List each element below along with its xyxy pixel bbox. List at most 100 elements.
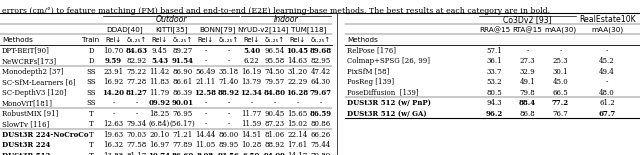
- Text: PoseDiffusion  [139]: PoseDiffusion [139]: [347, 89, 419, 97]
- Text: 25.3: 25.3: [553, 57, 568, 65]
- Text: KITTI[35]: KITTI[35]: [155, 26, 188, 33]
- Text: T: T: [88, 110, 93, 118]
- Text: -: -: [526, 47, 529, 55]
- Text: Rel↓: Rel↓: [289, 37, 305, 43]
- Text: δ₁.₂₅↑: δ₁.₂₅↑: [264, 37, 285, 43]
- Text: 30.1: 30.1: [553, 68, 568, 76]
- Text: 20.10: 20.10: [149, 131, 170, 139]
- Text: -: -: [204, 57, 207, 65]
- Text: 86.61: 86.61: [172, 78, 193, 86]
- Text: 36.1: 36.1: [486, 57, 502, 65]
- Text: T: T: [88, 141, 93, 149]
- Text: -: -: [227, 110, 230, 118]
- Text: D: D: [88, 47, 93, 55]
- Text: Rel↓: Rel↓: [152, 37, 168, 43]
- Text: 09.92: 09.92: [148, 99, 170, 107]
- Text: mAA(30): mAA(30): [591, 27, 623, 33]
- Text: 79.8: 79.8: [520, 89, 536, 97]
- Text: 14.63: 14.63: [287, 57, 308, 65]
- Text: Monodepth2 [37]: Monodepth2 [37]: [2, 68, 63, 76]
- Text: 79.34: 79.34: [127, 120, 147, 128]
- Text: 12.58: 12.58: [195, 89, 216, 97]
- Text: SS: SS: [86, 68, 96, 76]
- Text: 17.61: 17.61: [287, 141, 308, 149]
- Text: 89.95: 89.95: [218, 141, 239, 149]
- Text: 15.02: 15.02: [287, 120, 308, 128]
- Text: BONN[79]: BONN[79]: [199, 26, 235, 33]
- Text: 82.92: 82.92: [126, 57, 147, 65]
- Text: 86.39: 86.39: [172, 89, 193, 97]
- Text: -: -: [250, 99, 253, 107]
- Text: 89.68: 89.68: [309, 47, 332, 55]
- Text: -: -: [319, 99, 322, 107]
- Text: 79.67: 79.67: [309, 89, 332, 97]
- Text: 81.06: 81.06: [264, 131, 285, 139]
- Text: 70.03: 70.03: [127, 131, 147, 139]
- Text: Outdoor: Outdoor: [156, 15, 187, 24]
- Text: 45.0: 45.0: [552, 78, 568, 86]
- Text: Train: Train: [83, 37, 100, 43]
- Text: NYUD-v2[114]: NYUD-v2[114]: [237, 26, 289, 33]
- Text: 86.60: 86.60: [172, 152, 194, 155]
- Text: 94.09: 94.09: [264, 152, 285, 155]
- Text: DPT-BEiT[90]: DPT-BEiT[90]: [2, 47, 50, 55]
- Text: T: T: [88, 131, 93, 139]
- Text: -: -: [273, 99, 276, 107]
- Text: PixSfM [58]: PixSfM [58]: [347, 68, 389, 76]
- Text: 76.7: 76.7: [552, 110, 568, 118]
- Text: 15.65: 15.65: [287, 110, 308, 118]
- Text: 96.2: 96.2: [486, 110, 503, 118]
- Text: T: T: [88, 152, 93, 155]
- Text: 21.11: 21.11: [195, 78, 216, 86]
- Text: 64.30: 64.30: [310, 78, 331, 86]
- Text: -: -: [296, 99, 299, 107]
- Text: 13.88: 13.88: [104, 152, 124, 155]
- Text: 14.17: 14.17: [287, 152, 308, 155]
- Text: 33.7: 33.7: [487, 68, 502, 76]
- Text: 67.7: 67.7: [598, 110, 616, 118]
- Text: -: -: [227, 120, 230, 128]
- Text: (6.84): (6.84): [149, 120, 170, 128]
- Text: 49.4: 49.4: [599, 68, 615, 76]
- Text: SC-DepthV3 [120]: SC-DepthV3 [120]: [2, 89, 67, 97]
- Text: 10.45: 10.45: [287, 47, 308, 55]
- Text: 95.58: 95.58: [264, 57, 285, 65]
- Text: SS: SS: [86, 89, 96, 97]
- Text: 10.28: 10.28: [241, 141, 262, 149]
- Text: 14.51: 14.51: [241, 131, 262, 139]
- Text: 66.5: 66.5: [552, 89, 568, 97]
- Text: errors (cm/°) to feature matching (FM) based and end-to-end (E2E) learning-base : errors (cm/°) to feature matching (FM) b…: [2, 7, 550, 15]
- Text: DUSt3R 512: DUSt3R 512: [2, 152, 51, 155]
- Text: Rel↓: Rel↓: [198, 37, 214, 43]
- Text: δ₁.₂₅↑: δ₁.₂₅↑: [173, 37, 193, 43]
- Text: -: -: [135, 110, 138, 118]
- Text: Methods: Methods: [347, 37, 378, 43]
- Text: D: D: [88, 57, 93, 65]
- Text: 75.22: 75.22: [126, 68, 147, 76]
- Text: 11.83: 11.83: [149, 78, 170, 86]
- Text: 77.89: 77.89: [172, 141, 193, 149]
- Text: RTA@15: RTA@15: [513, 27, 543, 33]
- Text: 79.57: 79.57: [264, 78, 285, 86]
- Text: 14.44: 14.44: [195, 131, 216, 139]
- Text: -: -: [112, 110, 115, 118]
- Text: 22.14: 22.14: [287, 131, 308, 139]
- Text: -: -: [606, 78, 608, 86]
- Text: TUM[118]: TUM[118]: [291, 26, 326, 33]
- Text: 96.54: 96.54: [264, 47, 285, 55]
- Text: 74.50: 74.50: [264, 68, 285, 76]
- Text: 49.1: 49.1: [520, 78, 536, 86]
- Text: 18.25: 18.25: [149, 110, 170, 118]
- Text: DUSt3R 224: DUSt3R 224: [2, 141, 51, 149]
- Text: 48.0: 48.0: [599, 89, 615, 97]
- Text: 12.34: 12.34: [241, 89, 262, 97]
- Text: 91.54: 91.54: [172, 57, 193, 65]
- Text: SS: SS: [86, 99, 96, 107]
- Text: (56.17): (56.17): [170, 120, 195, 128]
- Text: 9.45: 9.45: [152, 47, 168, 55]
- Text: SlowTv [116]: SlowTv [116]: [2, 120, 49, 128]
- Text: 16.19: 16.19: [241, 68, 262, 76]
- Text: 11.42: 11.42: [149, 68, 170, 76]
- Text: 11.77: 11.77: [241, 110, 262, 118]
- Text: 47.42: 47.42: [310, 68, 331, 76]
